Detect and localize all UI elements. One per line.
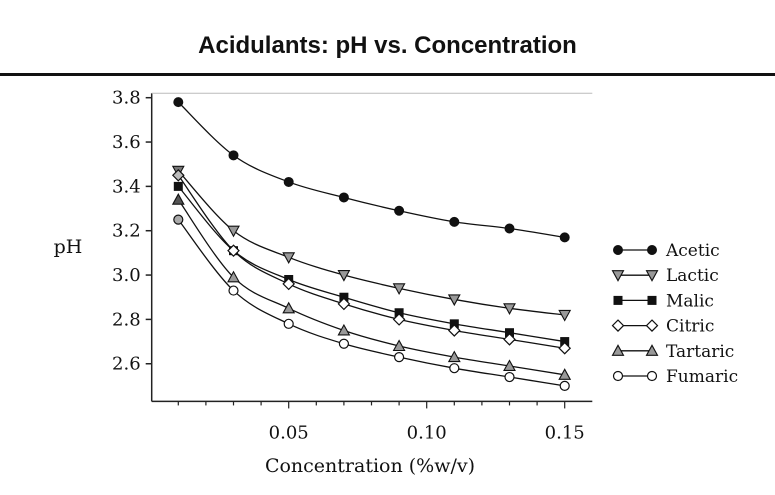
data-point-citric: [227, 244, 240, 258]
data-point-acetic: [504, 223, 515, 234]
legend-label-acetic: Acetic: [665, 241, 720, 261]
chart-title: Acidulants: pH vs. Concentration: [198, 32, 577, 59]
data-point-acetic: [559, 232, 570, 243]
legend-marker-lactic: [611, 270, 625, 282]
legend-marker-fumaric: [646, 370, 658, 382]
data-point-lactic: [447, 294, 461, 307]
data-point-citric: [337, 297, 351, 311]
y-axis-label: pH: [54, 236, 83, 258]
legend-marker-citric: [611, 319, 625, 332]
data-point-tartaric: [171, 193, 185, 205]
data-point-tartaric: [227, 270, 240, 283]
data-point-lactic: [227, 225, 240, 238]
series-line-citric: [177, 174, 565, 349]
data-point-malic: [449, 319, 459, 329]
legend-marker-malic: [613, 295, 623, 305]
data-point-acetic: [338, 192, 349, 203]
data-point-citric: [558, 341, 572, 355]
data-point-citric: [447, 324, 461, 337]
legend-label-citric: Citric: [666, 317, 714, 337]
data-point-tartaric: [503, 359, 516, 372]
data-point-fumaric: [283, 318, 294, 329]
data-point-malic: [394, 308, 404, 318]
y-tick-label: 3.8: [112, 88, 141, 109]
legend-label-malic: Malic: [666, 291, 714, 311]
data-point-tartaric: [558, 368, 572, 380]
data-point-fumaric: [173, 214, 184, 225]
data-point-citric: [503, 333, 516, 346]
legend-marker-tartaric: [645, 344, 659, 356]
legend-label-tartaric: Tartaric: [666, 342, 734, 362]
data-point-acetic: [173, 97, 184, 108]
legend-marker-tartaric: [611, 344, 625, 356]
series-line-malic: [177, 185, 565, 343]
y-tick-label: 2.8: [112, 309, 141, 330]
data-point-lactic: [503, 303, 516, 315]
data-point-lactic: [337, 270, 351, 282]
data-point-tartaric: [282, 301, 296, 314]
legend-marker-fumaric: [612, 370, 624, 382]
legend-marker-citric: [645, 319, 659, 332]
data-point-lactic: [392, 283, 406, 296]
data-point-fumaric: [449, 363, 460, 374]
y-tick-label: 3.6: [112, 132, 141, 153]
x-tick-label: 0.15: [545, 422, 585, 443]
title-rule: [0, 73, 775, 76]
y-tick-label: 2.6: [112, 354, 141, 375]
x-tick-label: 0.05: [269, 422, 309, 443]
data-point-lactic: [558, 309, 572, 322]
data-point-malic: [339, 292, 349, 302]
data-point-fumaric: [504, 371, 515, 383]
data-point-fumaric: [394, 351, 405, 363]
data-point-fumaric: [559, 380, 570, 392]
data-point-malic: [505, 328, 514, 338]
x-axis-label: Concentration (%w/v): [265, 455, 475, 477]
legend-label-fumaric: Fumaric: [666, 367, 738, 387]
legend-marker-acetic: [647, 245, 657, 255]
legend-marker-malic: [647, 295, 657, 305]
data-point-malic: [173, 181, 183, 191]
data-point-fumaric: [228, 285, 239, 296]
data-point-citric: [171, 168, 185, 182]
data-point-acetic: [449, 216, 460, 227]
legend-marker-acetic: [613, 245, 623, 255]
data-point-tartaric: [447, 350, 461, 363]
data-point-acetic: [283, 176, 294, 187]
y-tick-label: 3.0: [112, 265, 141, 286]
data-point-tartaric: [392, 339, 406, 352]
data-point-tartaric: [337, 323, 351, 336]
data-point-acetic: [394, 205, 405, 216]
data-point-citric: [392, 313, 406, 326]
legend-marker-lactic: [645, 270, 659, 282]
data-point-malic: [560, 337, 570, 347]
data-point-acetic: [228, 150, 239, 161]
legend-label-lactic: Lactic: [666, 266, 719, 286]
series-line-acetic: [177, 101, 565, 239]
y-tick-label: 3.2: [112, 221, 141, 242]
series-line-fumaric: [177, 219, 565, 387]
x-tick-label: 0.10: [407, 422, 447, 443]
y-tick-label: 3.4: [112, 176, 141, 197]
data-point-citric: [282, 277, 296, 291]
data-point-lactic: [282, 252, 296, 264]
data-point-fumaric: [338, 338, 349, 349]
